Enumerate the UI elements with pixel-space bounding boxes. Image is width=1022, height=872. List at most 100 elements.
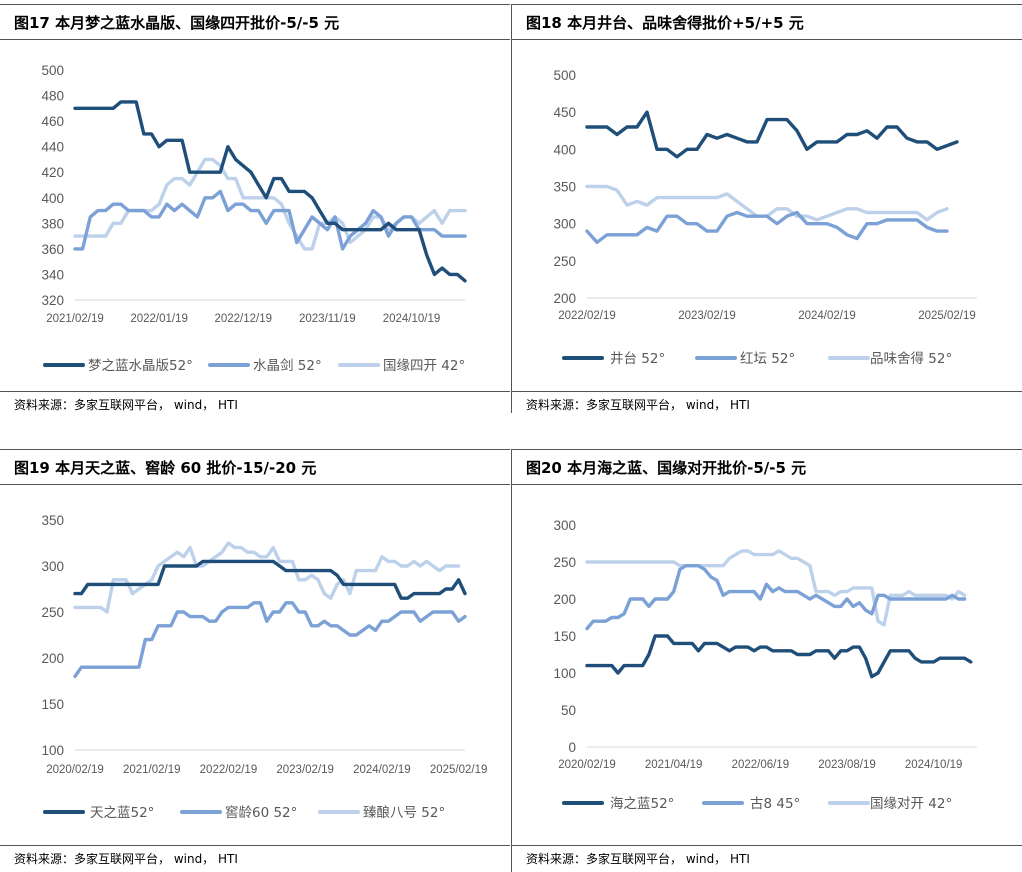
top-rule — [0, 449, 510, 450]
top-rule — [512, 449, 1022, 450]
legend-label: 井台 52° — [610, 351, 665, 367]
y-tick-label: 300 — [553, 217, 576, 232]
y-tick-label: 350 — [41, 513, 64, 528]
source-rule — [512, 391, 1022, 392]
y-tick-label: 300 — [41, 559, 64, 574]
series-line — [73, 559, 467, 600]
title-rule — [0, 484, 510, 485]
x-tick-label: 2021/02/19 — [123, 764, 181, 776]
x-tick-label: 2023/02/19 — [276, 764, 334, 776]
source-note: 资料来源：多家互联网平台， wind， HTI — [14, 852, 238, 866]
panel-fig20: 图20 本月海之蓝、国缘对开批价-5/-5 元 0 50 100 150 200 250 3… — [512, 445, 1022, 872]
x-tick-label: 2023/11/19 — [299, 313, 356, 325]
x-tick-label: 2025/02/19 — [430, 764, 488, 776]
line-chart-fig18: 200 250 300 350 400 450 500 2022/02/19 2023/02/1… — [553, 68, 977, 367]
y-tick-label: 480 — [41, 89, 64, 104]
x-tick-label: 2020/02/19 — [46, 764, 104, 776]
x-tick-label: 2021/02/19 — [46, 313, 104, 325]
figure-title: 图17 本月梦之蓝水晶版、国缘四开批价-5/-5 元 — [14, 14, 340, 32]
legend-label: 红坛 52° — [740, 351, 795, 367]
x-tick-label: 2022/12/19 — [214, 313, 272, 325]
x-tick-label: 2024/10/19 — [905, 759, 963, 771]
x-tick-label: 2024/02/19 — [798, 310, 856, 322]
title-rule — [0, 39, 510, 40]
source-note: 资料来源：多家互联网平台， wind， HTI — [526, 398, 750, 412]
y-tick-label: 100 — [41, 743, 64, 758]
x-tick-label: 2025/02/19 — [918, 310, 976, 322]
y-tick-label: 340 — [41, 267, 64, 282]
legend-label: 海之蓝52° — [610, 796, 674, 812]
x-tick-label: 2024/10/19 — [383, 313, 441, 325]
x-tick-label: 2020/02/19 — [558, 759, 616, 771]
panel-divider — [511, 449, 512, 872]
y-tick-label: 150 — [553, 629, 576, 644]
y-tick-label: 450 — [553, 105, 576, 120]
y-tick-label: 300 — [553, 518, 576, 533]
figure-title: 图19 本月天之蓝、窖龄 60 批价-15/-20 元 — [14, 459, 317, 477]
title-rule — [512, 39, 1022, 40]
y-tick-label: 380 — [41, 216, 64, 231]
y-tick-label: 420 — [41, 165, 64, 180]
source-rule — [0, 391, 510, 392]
y-tick-label: 250 — [41, 605, 64, 620]
panel-fig18: 图18 本月井台、品味舍得批价+5/+5 元 200 250 300 350 400 45… — [512, 0, 1022, 415]
series-line — [73, 541, 461, 614]
panel-fig19: 图19 本月天之蓝、窖龄 60 批价-15/-20 元 100 150 200 250… — [0, 445, 510, 872]
top-rule — [512, 4, 1022, 5]
x-tick-label: 2023/02/19 — [678, 310, 736, 322]
x-tick-label: 2024/02/19 — [353, 764, 411, 776]
y-tick-label: 0 — [568, 740, 576, 755]
y-tick-label: 400 — [553, 142, 576, 157]
y-tick-label: 250 — [553, 254, 576, 269]
figure-title: 图20 本月海之蓝、国缘对开批价-5/-5 元 — [526, 459, 807, 477]
source-rule — [512, 845, 1022, 846]
series-line — [585, 110, 959, 159]
legend-label: 臻酿八号 52° — [363, 805, 445, 821]
y-tick-label: 200 — [41, 651, 64, 666]
y-tick-label: 360 — [41, 242, 64, 257]
legend-label: 国缘四开 42° — [383, 358, 465, 374]
y-tick-label: 350 — [553, 180, 576, 195]
y-tick-label: 440 — [41, 140, 64, 155]
y-tick-label: 50 — [561, 703, 576, 718]
x-tick-label: 2021/04/19 — [645, 759, 703, 771]
panel-fig17: 图17 本月梦之蓝水晶版、国缘四开批价-5/-5 元 320 340 360 380 4… — [0, 0, 510, 415]
series-line — [585, 549, 967, 627]
line-chart-fig17: 320 340 360 380 400 420 440 460 480 500 2021/02/19… — [41, 63, 467, 374]
figure-title: 图18 本月井台、品味舍得批价+5/+5 元 — [526, 14, 804, 32]
y-tick-label: 500 — [553, 68, 576, 83]
legend-label: 水晶剑 52° — [253, 358, 322, 374]
line-chart-fig20: 0 50 100 150 200 250 300 2020/02/19 2021/04/19 20… — [553, 518, 977, 812]
source-note: 资料来源：多家互联网平台， wind， HTI — [14, 398, 238, 412]
series-line — [585, 563, 967, 631]
series-line — [585, 210, 949, 245]
legend-label: 古8 45° — [750, 796, 800, 812]
y-tick-label: 320 — [41, 293, 64, 308]
y-tick-label: 400 — [41, 191, 64, 206]
y-tick-label: 100 — [553, 666, 576, 681]
line-chart-fig19: 100 150 200 250 300 350 2020/02/19 2021/02/19 20… — [41, 513, 488, 821]
series-line — [585, 634, 973, 679]
y-tick-label: 200 — [553, 291, 576, 306]
legend-label: 梦之蓝水晶版52° — [88, 358, 193, 374]
legend-label: 品味舍得 52° — [870, 350, 952, 367]
x-tick-label: 2023/08/19 — [818, 759, 876, 771]
y-tick-label: 150 — [41, 697, 64, 712]
y-tick-label: 500 — [41, 63, 64, 78]
x-tick-label: 2022/06/19 — [732, 759, 790, 771]
series-line — [73, 189, 467, 251]
legend-label: 天之蓝52° — [90, 805, 154, 821]
source-note: 资料来源：多家互联网平台， wind， HTI — [526, 852, 750, 866]
source-rule — [0, 845, 510, 846]
series-line — [73, 100, 467, 283]
series-line — [73, 601, 467, 679]
y-tick-label: 460 — [41, 114, 64, 129]
x-tick-label: 2022/01/19 — [130, 313, 188, 325]
top-rule — [0, 4, 510, 5]
x-tick-label: 2022/02/19 — [558, 310, 616, 322]
y-tick-label: 200 — [553, 592, 576, 607]
panel-divider — [511, 4, 512, 413]
legend-label: 窖龄60 52° — [225, 804, 297, 821]
x-tick-label: 2022/02/19 — [200, 764, 258, 776]
y-tick-label: 250 — [553, 555, 576, 570]
